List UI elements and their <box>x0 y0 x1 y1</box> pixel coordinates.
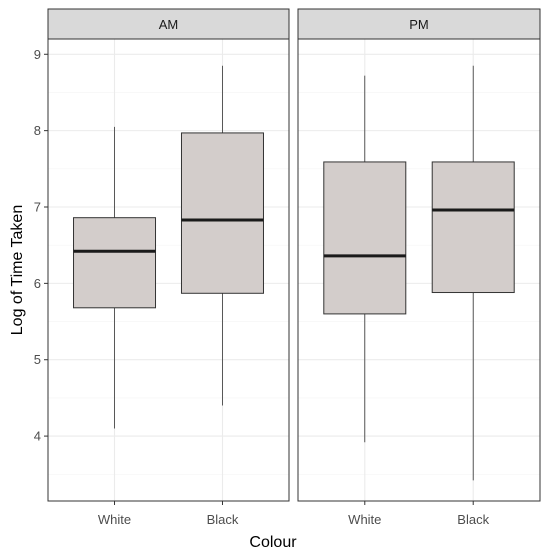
facet-strip <box>47 8 290 40</box>
facet-panel-am: AM <box>47 8 290 502</box>
facet-panels: AM PM <box>47 8 541 502</box>
y-axis: 4 5 6 7 8 9 <box>34 47 48 444</box>
y-axis-title: Log of Time Taken <box>9 205 26 335</box>
y-tick-label: 7 <box>34 200 41 215</box>
facet-strip-label: PM <box>409 17 429 32</box>
boxplot-am-black <box>180 65 264 406</box>
boxplot-pm-black <box>431 65 515 481</box>
box-iqr <box>73 217 157 309</box>
box-iqr <box>323 161 407 315</box>
x-axis: White Black White Black <box>98 501 490 527</box>
boxplot-pm-white <box>323 75 407 443</box>
x-tick-label: White <box>348 512 381 527</box>
x-tick-label: Black <box>457 512 489 527</box>
x-tick-label: Black <box>207 512 239 527</box>
facet-strip <box>297 8 541 40</box>
y-tick-label: 8 <box>34 123 41 138</box>
y-tick-label: 5 <box>34 352 41 367</box>
facet-strip-label: AM <box>159 17 179 32</box>
x-axis-title: Colour <box>249 534 297 551</box>
box-iqr <box>431 161 515 294</box>
facet-panel-pm: PM <box>297 8 541 502</box>
y-tick-label: 4 <box>34 429 41 444</box>
boxplot-am-white <box>73 126 157 429</box>
y-tick-label: 9 <box>34 47 41 62</box>
y-tick-label: 6 <box>34 276 41 291</box>
box-iqr <box>180 132 264 294</box>
x-tick-label: White <box>98 512 131 527</box>
